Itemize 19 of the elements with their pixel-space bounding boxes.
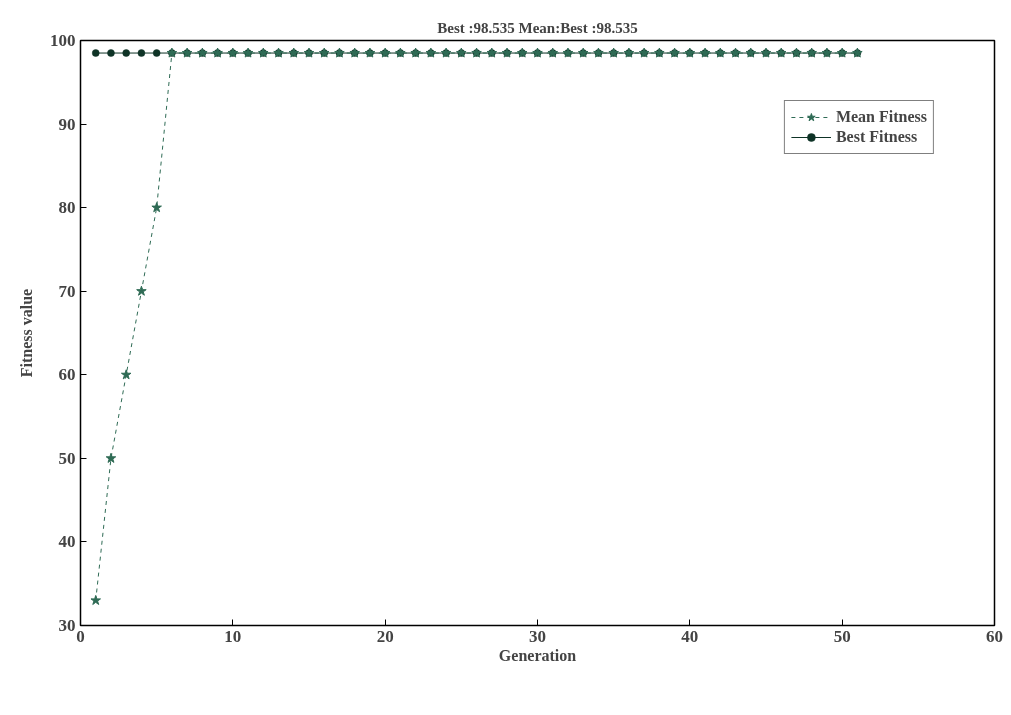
y-tick-label: 70	[58, 281, 76, 301]
y-axis-title: Fitness value	[18, 288, 35, 378]
x-tick-label: 10	[224, 626, 242, 646]
x-tick-label: 20	[376, 626, 394, 646]
legend-label: Best Fitness	[835, 128, 918, 146]
y-tick-label: 100	[50, 31, 76, 50]
y-tick-label: 60	[58, 365, 76, 385]
legend-label: Mean Fitness	[835, 108, 927, 126]
x-tick-label: 50	[833, 626, 851, 646]
x-tick-label: 0	[76, 626, 85, 646]
x-tick-label: 40	[681, 626, 699, 646]
x-axis-title: Generation	[498, 646, 577, 664]
chart-title: Best :98.535 Mean:Best :98.535	[437, 19, 638, 36]
y-tick-label: 80	[58, 198, 76, 218]
y-tick-label: 90	[58, 114, 76, 134]
x-tick-label: 30	[529, 626, 546, 646]
y-tick-label: 40	[58, 532, 76, 552]
x-tick-label: 60	[986, 626, 1003, 646]
y-tick-label: 50	[58, 448, 76, 468]
